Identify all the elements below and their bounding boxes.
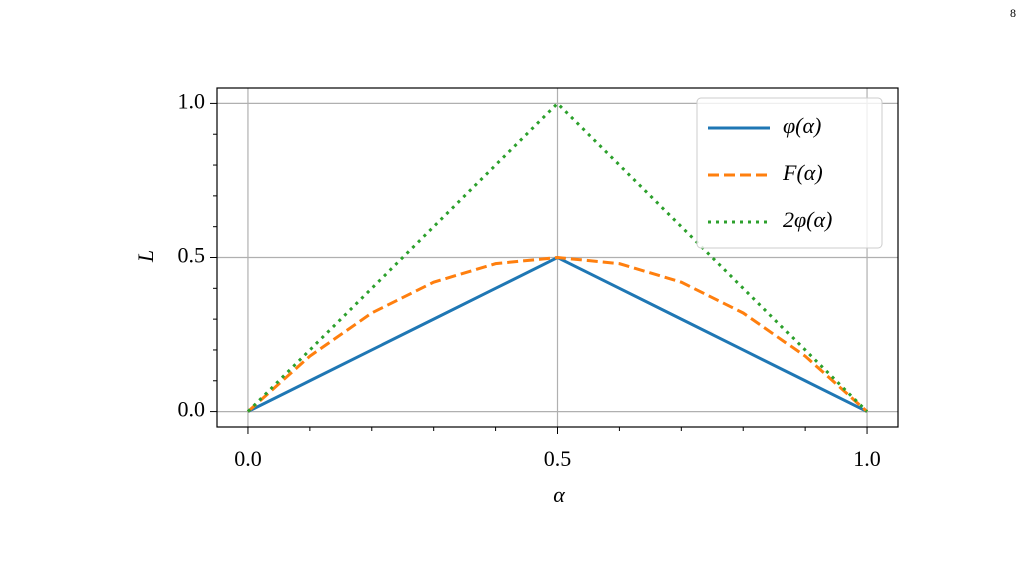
y-axis-label: L bbox=[133, 250, 158, 263]
page-number: 8 bbox=[1010, 6, 1016, 20]
x-axis-label: α bbox=[553, 482, 565, 507]
legend-box bbox=[696, 97, 883, 249]
x-tick-label: 0.5 bbox=[544, 446, 572, 471]
y-tick-label: 0.0 bbox=[178, 397, 206, 422]
legend-label: φ(α) bbox=[783, 113, 821, 138]
legend: φ(α) F(α) 2φ(α) bbox=[696, 97, 883, 249]
y-tick-label: 0.5 bbox=[178, 243, 206, 268]
x-tick-label: 0.0 bbox=[234, 446, 262, 471]
x-tick-label: 1.0 bbox=[853, 446, 881, 471]
series-line bbox=[246, 101, 869, 413]
legend-label: F(α) bbox=[782, 160, 823, 185]
axes-frame bbox=[216, 87, 899, 428]
series-line bbox=[246, 255, 869, 413]
legend-label: 2φ(α) bbox=[783, 207, 832, 232]
y-tick-label: 1.0 bbox=[178, 88, 206, 113]
